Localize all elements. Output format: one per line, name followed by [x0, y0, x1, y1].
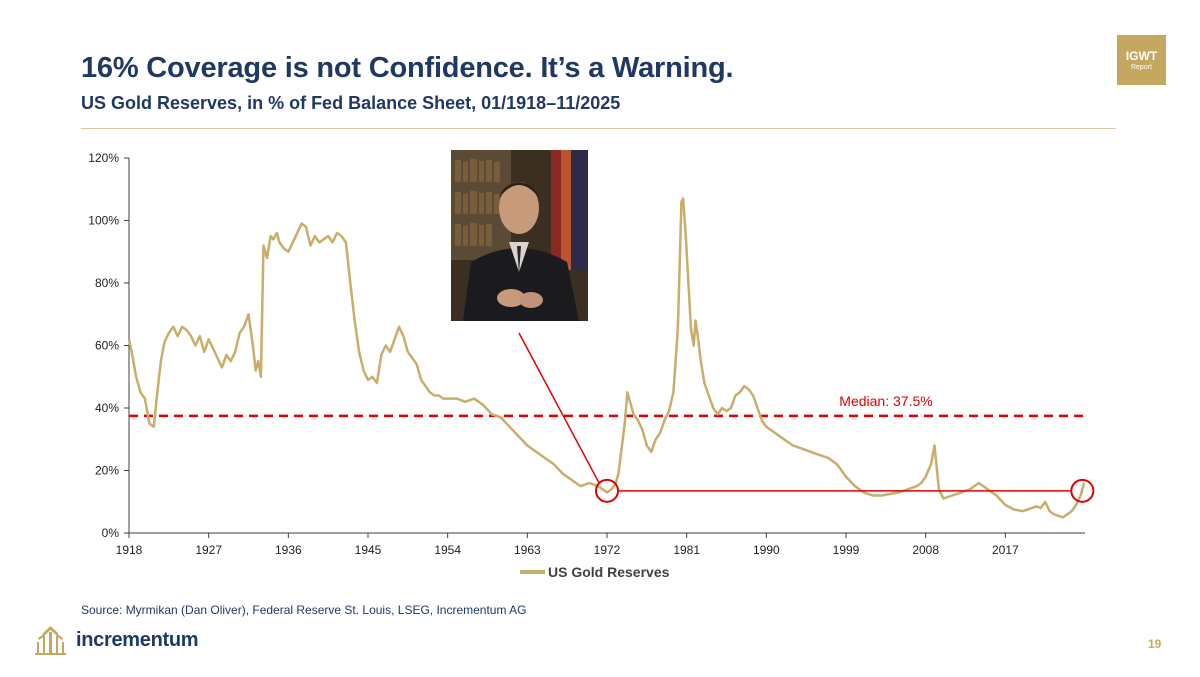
- portrait-illustration: [451, 150, 588, 321]
- x-tick-label: 1936: [275, 543, 302, 557]
- x-tick-label: 1918: [116, 543, 143, 557]
- x-tick-label: 2008: [912, 543, 939, 557]
- y-tick-label: 20%: [95, 464, 119, 478]
- badge-title: IGWT: [1125, 49, 1158, 63]
- legend-label: US Gold Reserves: [548, 564, 670, 580]
- chart-axes: 0% 20% 40% 60% 80% 100% 120% 1918 1927 1936 1945 19…: [88, 151, 1085, 557]
- x-tick-label: 1963: [514, 543, 541, 557]
- x-tick-label: 1990: [753, 543, 780, 557]
- x-tick-label: 1999: [833, 543, 860, 557]
- series-layer: [127, 197, 1086, 519]
- igwt-report-badge: IGWT Report: [1117, 35, 1166, 85]
- slide-subtitle: US Gold Reserves, in % of Fed Balance Sh…: [81, 93, 621, 113]
- portrait-photo: [451, 150, 588, 321]
- x-tick-label: 1945: [355, 543, 382, 557]
- page-number: 19: [1148, 637, 1162, 651]
- legend: US Gold Reserves: [520, 564, 670, 580]
- x-tick-label: 1981: [673, 543, 700, 557]
- incrementum-logo-text: incrementum: [76, 629, 199, 651]
- y-tick-label: 60%: [95, 339, 119, 353]
- x-tick-label: 2017: [992, 543, 1019, 557]
- source-note: Source: Myrmikan (Dan Oliver), Federal R…: [81, 603, 527, 617]
- badge-caption: Report: [1130, 64, 1152, 71]
- incrementum-tree-icon: [35, 626, 66, 655]
- header-divider: [81, 128, 1116, 129]
- series-line-us-gold-reserves: [127, 197, 1086, 519]
- annotation-layer: [518, 332, 1095, 503]
- x-tick-label: 1954: [434, 543, 461, 557]
- y-tick-label: 80%: [95, 276, 119, 290]
- x-tick-label: 1972: [594, 543, 621, 557]
- x-tick-label: 1927: [195, 543, 222, 557]
- median-label: Median: 37.5%: [839, 393, 932, 409]
- slide-title: 16% Coverage is not Confidence. It’s a W…: [81, 52, 734, 84]
- y-tick-label: 40%: [95, 401, 119, 415]
- median-layer: Median: 37.5%: [129, 393, 1085, 418]
- y-tick-label: 100%: [88, 214, 119, 228]
- annotation-pointer-line: [518, 332, 600, 484]
- y-tick-label: 120%: [88, 151, 119, 165]
- annotation-circle: [595, 478, 619, 503]
- y-tick-label: 0%: [102, 526, 120, 540]
